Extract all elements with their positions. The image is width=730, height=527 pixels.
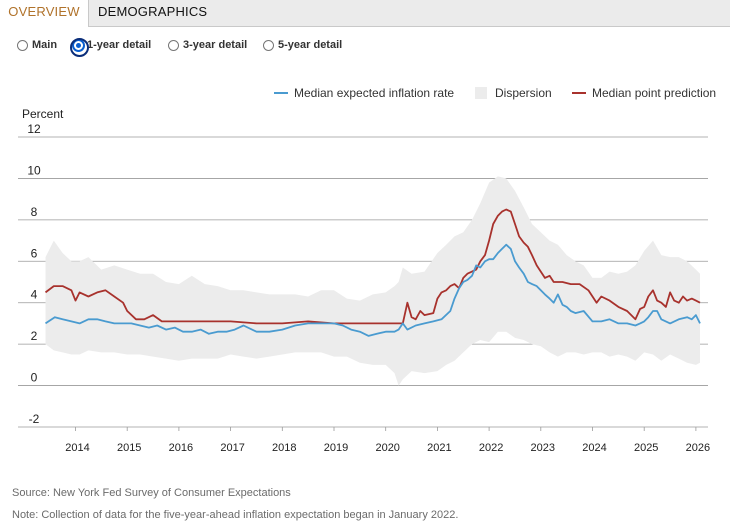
dispersion-band: [45, 176, 700, 386]
y-tick-label: 12: [27, 122, 41, 136]
inflation-chart: Percent -2 0 2 4 6 8 10 12 2014 2015 2016 2017 2018 2…: [18, 107, 710, 454]
y-tick-label: 8: [31, 205, 38, 219]
radio-label-3-year: 3-year detail: [183, 39, 248, 51]
tab-bar: OVERVIEW DEMOGRAPHICS: [0, 0, 730, 27]
x-tick-label: 2023: [531, 442, 555, 454]
radio-circle-icon: [168, 39, 179, 51]
y-tick-label: 4: [31, 288, 38, 302]
median-point-prediction-line: [44, 208, 701, 325]
collection-note: Note: Collection of data for the five-ye…: [12, 509, 459, 521]
x-tick-label: 2017: [220, 442, 244, 454]
radio-circle-icon: [263, 39, 274, 51]
tab-overview[interactable]: OVERVIEW: [0, 0, 89, 27]
legend-item-dispersion[interactable]: Dispersion: [475, 86, 552, 100]
radio-label-1-year: 1-year detail: [87, 39, 152, 51]
tab-demographics[interactable]: DEMOGRAPHICS: [98, 4, 208, 19]
y-tick-label: 2: [31, 329, 38, 343]
x-tick-label: 2018: [272, 442, 296, 454]
legend-label-median-expected: Median expected inflation rate: [294, 86, 455, 100]
legend-label-dispersion: Dispersion: [495, 86, 552, 100]
radio-3-year-detail[interactable]: 3-year detail: [168, 36, 247, 54]
radio-circle-icon: [17, 39, 28, 51]
radio-label-main: Main: [32, 39, 58, 51]
radio-selected-icon: [70, 37, 89, 57]
x-tick-label: 2026: [686, 442, 710, 454]
y-axis-label: Percent: [22, 107, 64, 121]
y-tick-label: 10: [27, 163, 41, 177]
x-tick-label: 2019: [324, 442, 348, 454]
radio-1-year-detail[interactable]: 1-year detail: [70, 36, 152, 57]
legend-item-median-point[interactable]: Median point prediction: [572, 86, 716, 100]
x-tick-label: 2014: [65, 442, 89, 454]
median-expected-inflation-line: [45, 243, 701, 337]
y-tick-label: -2: [29, 412, 40, 426]
legend-swatch-blue-line: [274, 92, 288, 94]
radio-5-year-detail[interactable]: 5-year detail: [263, 36, 342, 54]
x-tick-label: 2015: [117, 442, 141, 454]
legend-item-median-expected[interactable]: Median expected inflation rate: [274, 86, 454, 100]
x-tick-label: 2021: [427, 442, 451, 454]
x-tick-label: 2025: [634, 442, 658, 454]
legend-swatch-gray-box: [475, 87, 487, 99]
source-note: Source: New York Fed Survey of Consumer …: [12, 487, 291, 499]
legend-label-median-point: Median point prediction: [592, 86, 717, 100]
view-selector: Main 1-year detail 3-year detail 5-year …: [0, 36, 730, 57]
x-tick-label: 2016: [169, 442, 193, 454]
radio-label-5-year: 5-year detail: [278, 39, 343, 51]
x-tick-label: 2020: [375, 442, 399, 454]
radio-main[interactable]: Main: [17, 36, 57, 54]
y-tick-label: 0: [31, 371, 38, 385]
x-tick-label: 2022: [479, 442, 503, 454]
x-tick-label: 2024: [582, 442, 606, 454]
y-tick-label: 6: [31, 246, 38, 260]
legend-swatch-red-line: [572, 92, 586, 94]
